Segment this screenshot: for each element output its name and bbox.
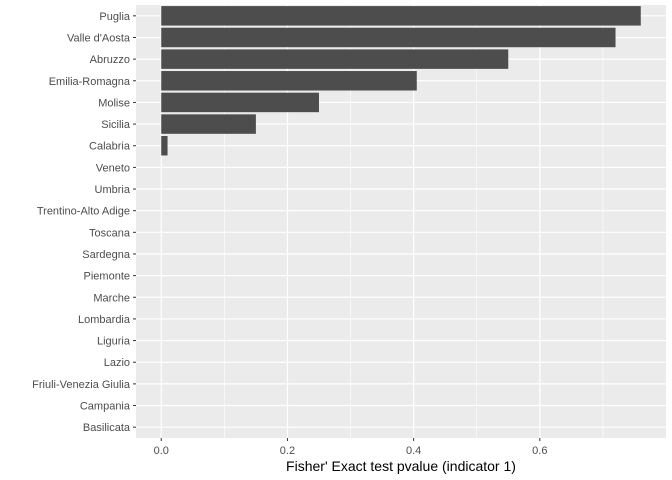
y-tick-label: Marche <box>93 292 130 304</box>
y-tick-label: Valle d'Aosta <box>67 32 131 44</box>
y-tick-label: Lazio <box>104 357 130 369</box>
bar <box>161 49 509 69</box>
bar <box>161 92 319 113</box>
y-tick-label: Friuli-Venezia Giulia <box>32 379 131 391</box>
x-tick-label: 0.0 <box>154 445 169 457</box>
y-tick-label: Toscana <box>89 227 131 239</box>
y-tick-label: Sardegna <box>82 249 131 261</box>
y-tick-label: Sicilia <box>101 119 131 131</box>
y-tick-label: Liguria <box>97 336 131 348</box>
y-tick-label: Abruzzo <box>90 54 130 66</box>
y-tick-label: Umbria <box>95 184 131 196</box>
y-tick-label: Basilicata <box>83 422 131 434</box>
y-tick-label: Veneto <box>96 162 130 174</box>
y-tick-label: Campania <box>80 401 131 413</box>
x-axis: 0.0 0.2 0.4 0.6 <box>154 438 547 457</box>
x-tick-label: 0.6 <box>532 445 547 457</box>
y-tick-label: Lombardia <box>78 314 131 326</box>
bar <box>161 114 256 134</box>
bar <box>161 71 417 91</box>
x-tick-label: 0.2 <box>280 445 295 457</box>
x-axis-title: Fisher' Exact test pvalue (indicator 1) <box>286 458 516 474</box>
bars <box>161 6 641 156</box>
x-tick-label: 0.4 <box>406 445 421 457</box>
y-tick-label: Emilia-Romagna <box>49 76 131 88</box>
y-tick-label: Calabria <box>89 141 131 153</box>
y-axis: Puglia Valle d'Aosta Abruzzo Emilia-Romagna… <box>32 11 136 434</box>
y-tick-label: Puglia <box>99 11 130 23</box>
y-tick-label: Trentino-Alto Adige <box>37 206 130 218</box>
y-tick-label: Piemonte <box>84 271 130 283</box>
bar <box>161 6 641 26</box>
plot-panel <box>136 5 666 438</box>
bar <box>161 27 616 48</box>
bar <box>161 135 168 156</box>
y-tick-label: Molise <box>98 97 130 109</box>
